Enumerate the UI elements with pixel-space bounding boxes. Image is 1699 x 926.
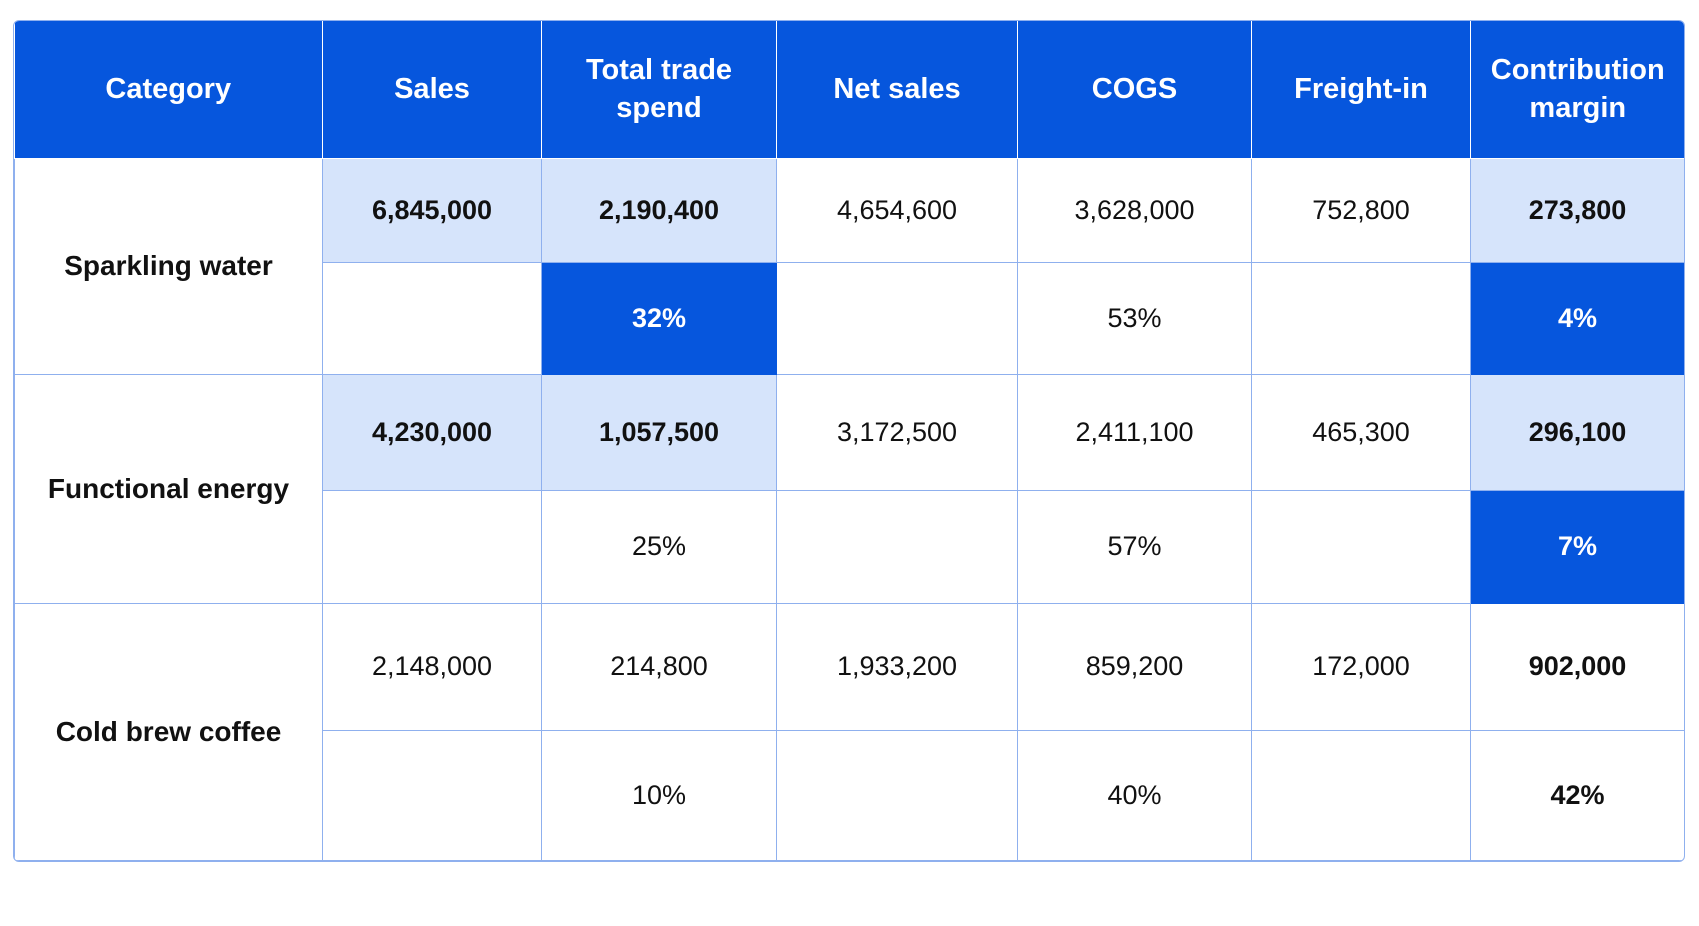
empty-cell — [322, 729, 542, 861]
value-cell: 2,148,000 — [322, 602, 542, 731]
percent-cell: 32% — [541, 261, 777, 375]
percent-cell: 53% — [1017, 261, 1252, 375]
value-cell: 6,845,000 — [322, 157, 542, 263]
percent-cell: 40% — [1017, 729, 1252, 861]
value-cell: 1,933,200 — [776, 602, 1018, 731]
empty-cell — [322, 489, 542, 604]
table-frame: Category Sales Total trade spend Net sales C… — [13, 20, 1685, 862]
category-cell: Sparkling water — [14, 157, 323, 375]
value-cell: 752,800 — [1251, 157, 1471, 263]
header-cell: Contribution margin — [1470, 21, 1684, 159]
percent-row: 10% 40% 42% — [15, 729, 1684, 861]
header-row: Category Sales Total trade spend Net sales C… — [14, 21, 1684, 159]
header-cell: Total trade spend — [541, 21, 777, 159]
empty-cell — [776, 261, 1018, 375]
value-cell: 3,628,000 — [1017, 157, 1252, 263]
percent-cell: 57% — [1017, 489, 1252, 604]
value-cell: 172,000 — [1251, 602, 1471, 731]
percent-row: 25% 57% 7% — [15, 489, 1684, 604]
value-cell: 465,300 — [1251, 373, 1471, 491]
value-cell: 4,654,600 — [776, 157, 1018, 263]
empty-cell — [776, 489, 1018, 604]
header-cell: COGS — [1017, 21, 1252, 159]
value-cell: 273,800 — [1470, 157, 1684, 263]
value-cell: 214,800 — [541, 602, 777, 731]
value-cell: 859,200 — [1017, 602, 1252, 731]
value-cell: 902,000 — [1470, 602, 1684, 731]
category-cell: Functional energy — [14, 373, 323, 604]
value-cell: 296,100 — [1470, 373, 1684, 491]
value-cell: 2,411,100 — [1017, 373, 1252, 491]
percent-row: 32% 53% 4% — [15, 261, 1684, 375]
value-cell: 1,057,500 — [541, 373, 777, 491]
percent-cell: 25% — [541, 489, 777, 604]
header-cell: Freight-in — [1251, 21, 1471, 159]
empty-cell — [1251, 729, 1471, 861]
empty-cell — [322, 261, 542, 375]
value-row: Sparkling water 6,845,000 2,190,400 4,654,6… — [14, 157, 1684, 375]
value-cell: 3,172,500 — [776, 373, 1018, 491]
header-cell: Sales — [322, 21, 542, 159]
value-row: Cold brew coffee 2,148,000 214,800 1,933,20… — [14, 602, 1684, 861]
percent-cell: 42% — [1470, 729, 1684, 861]
category-cell: Cold brew coffee — [14, 602, 323, 861]
percent-cell: 10% — [541, 729, 777, 861]
header-cell: Category — [14, 21, 323, 159]
empty-cell — [1251, 489, 1471, 604]
value-cell: 4,230,000 — [322, 373, 542, 491]
empty-cell — [776, 729, 1018, 861]
header-cell: Net sales — [776, 21, 1018, 159]
percent-cell: 7% — [1470, 489, 1684, 604]
percent-cell: 4% — [1470, 261, 1684, 375]
value-row: Functional energy 4,230,000 1,057,500 3,172… — [14, 373, 1684, 604]
value-cell: 2,190,400 — [541, 157, 777, 263]
empty-cell — [1251, 261, 1471, 375]
pnl-table: Category Sales Total trade spend Net sales C… — [14, 21, 1684, 861]
table-body: Sparkling water 6,845,000 2,190,400 4,654,6… — [14, 157, 1684, 861]
